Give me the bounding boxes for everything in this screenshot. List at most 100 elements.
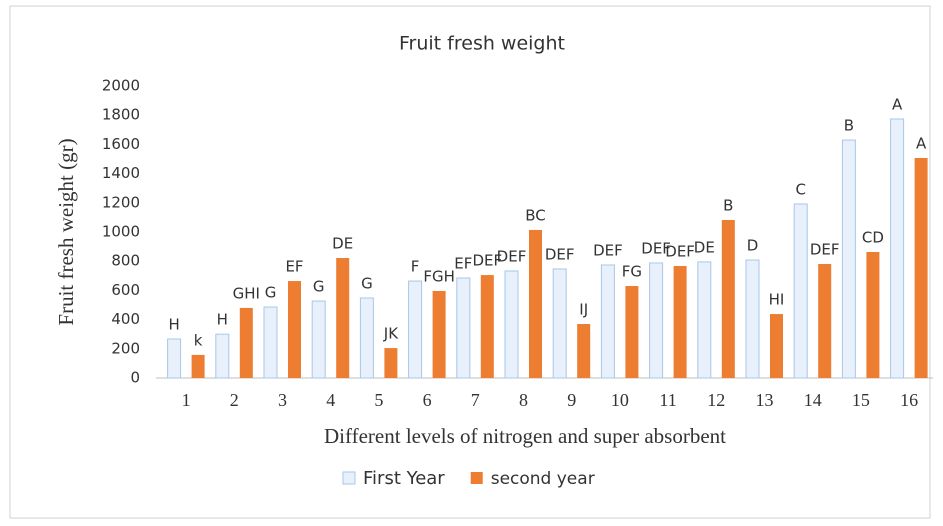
significance-letter: C bbox=[795, 180, 805, 198]
bar bbox=[504, 270, 519, 379]
significance-letter: DE bbox=[332, 234, 353, 252]
bar bbox=[311, 300, 326, 379]
bar bbox=[432, 290, 446, 378]
legend-label: First Year bbox=[363, 468, 445, 489]
bar bbox=[529, 229, 542, 378]
x-tick-label: 12 bbox=[707, 390, 725, 410]
significance-letter: B bbox=[723, 197, 733, 215]
bar bbox=[167, 338, 182, 379]
bar bbox=[456, 277, 471, 379]
x-tick-label: 9 bbox=[567, 390, 576, 410]
significance-letter: H bbox=[217, 311, 228, 329]
significance-letter: FGH bbox=[423, 267, 455, 285]
y-tick-label: 1400 bbox=[102, 164, 140, 182]
y-tick-label: 400 bbox=[111, 310, 140, 328]
x-tick-label: 4 bbox=[326, 390, 335, 410]
significance-letter: CD bbox=[862, 229, 884, 247]
bar bbox=[239, 307, 253, 378]
x-tick-label: 2 bbox=[230, 390, 239, 410]
y-tick-label: 2000 bbox=[102, 77, 140, 95]
significance-letter: HI bbox=[769, 291, 785, 309]
significance-letter: G bbox=[361, 274, 373, 292]
y-tick-label: 0 bbox=[130, 369, 140, 387]
bar bbox=[600, 264, 615, 379]
bar bbox=[384, 348, 398, 378]
bar bbox=[697, 261, 712, 379]
chart-frame bbox=[9, 5, 931, 519]
x-tick-label: 10 bbox=[611, 390, 629, 410]
x-tick-label: 13 bbox=[756, 390, 774, 410]
bar bbox=[914, 157, 928, 378]
bar bbox=[673, 266, 687, 378]
bar bbox=[770, 314, 783, 378]
y-tick-label: 800 bbox=[111, 252, 140, 270]
significance-letter: DEF bbox=[545, 245, 575, 263]
x-tick-label: 7 bbox=[471, 390, 480, 410]
significance-letter: DEF bbox=[810, 240, 840, 258]
bar bbox=[866, 252, 880, 378]
legend-swatch bbox=[470, 472, 483, 484]
significance-letter: DEF bbox=[472, 252, 502, 270]
significance-letter: D bbox=[747, 237, 759, 255]
x-tick-label: 6 bbox=[423, 390, 432, 410]
significance-letter: B bbox=[844, 117, 854, 135]
significance-letter: DEF bbox=[593, 241, 623, 259]
x-tick-label: 16 bbox=[900, 390, 918, 410]
y-tick-label: 1200 bbox=[102, 193, 140, 211]
x-tick-label: 5 bbox=[374, 390, 383, 410]
x-axis-title: Different levels of nitrogen and super a… bbox=[324, 424, 726, 448]
bar bbox=[359, 297, 374, 379]
significance-letter: BC bbox=[525, 206, 546, 224]
significance-letter: G bbox=[313, 278, 325, 296]
significance-letter: EF bbox=[454, 254, 472, 272]
y-tick-label: 1800 bbox=[102, 106, 140, 124]
x-tick-label: 14 bbox=[804, 390, 822, 410]
significance-letter: DE bbox=[694, 238, 715, 256]
significance-letter: F bbox=[411, 258, 420, 276]
significance-letter: GHI bbox=[233, 284, 260, 302]
significance-letter: H bbox=[168, 316, 179, 334]
significance-letter: DEF bbox=[641, 239, 671, 257]
bar bbox=[818, 263, 832, 378]
bar bbox=[191, 354, 205, 378]
x-tick-label: 1 bbox=[182, 390, 191, 410]
bar bbox=[336, 257, 350, 378]
legend-swatch bbox=[342, 471, 356, 485]
bar bbox=[841, 139, 856, 379]
significance-letter: JK bbox=[383, 325, 399, 343]
legend-label: second year bbox=[491, 469, 595, 489]
significance-letter: A bbox=[916, 134, 927, 152]
y-tick-label: 1000 bbox=[102, 223, 140, 241]
bar bbox=[263, 306, 278, 379]
bar bbox=[649, 262, 664, 379]
significance-letter: G bbox=[265, 284, 277, 302]
y-axis-title: Fruit fresh weight (gr) bbox=[54, 138, 78, 325]
bar bbox=[408, 280, 423, 379]
x-tick-label: 8 bbox=[519, 390, 528, 410]
significance-letter: DEF bbox=[497, 247, 527, 265]
y-tick-label: 600 bbox=[111, 281, 140, 299]
bar bbox=[480, 275, 494, 378]
bar bbox=[625, 286, 639, 378]
bar bbox=[745, 259, 760, 379]
y-tick-label: 200 bbox=[111, 339, 140, 357]
significance-letter: DEF bbox=[665, 243, 695, 261]
significance-letter: FG bbox=[622, 263, 642, 281]
bar bbox=[288, 281, 301, 378]
x-tick-label: 11 bbox=[659, 390, 676, 410]
bar bbox=[721, 220, 735, 378]
x-tick-label: 15 bbox=[852, 390, 870, 410]
bar bbox=[215, 333, 230, 379]
bar bbox=[793, 203, 808, 379]
chart-title: Fruit fresh weight bbox=[399, 33, 565, 55]
y-tick-label: 1600 bbox=[102, 135, 140, 153]
bar bbox=[577, 323, 591, 378]
bar bbox=[890, 118, 905, 379]
x-tick-label: 3 bbox=[278, 390, 287, 410]
significance-letter: IJ bbox=[579, 300, 588, 318]
bar bbox=[552, 268, 567, 379]
significance-letter: k bbox=[194, 331, 203, 349]
significance-letter: A bbox=[892, 95, 903, 113]
significance-letter: EF bbox=[285, 258, 303, 276]
